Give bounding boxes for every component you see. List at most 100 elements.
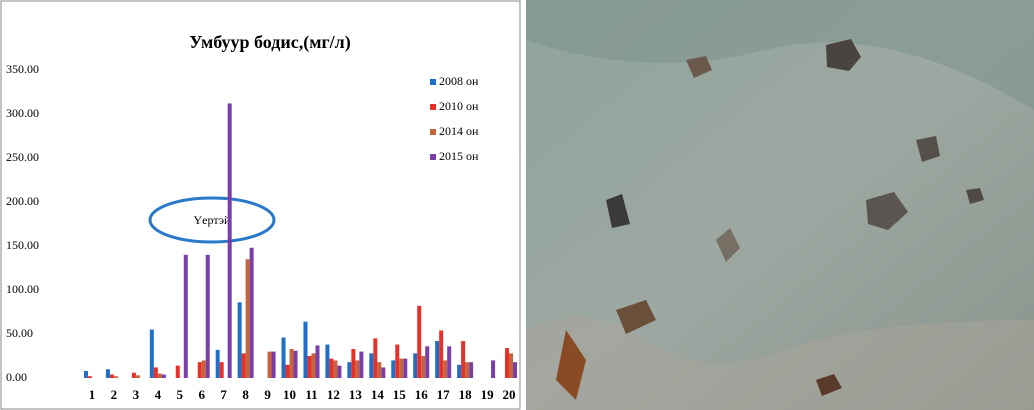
y-tick-label: 250.00 [6, 150, 39, 164]
bar [220, 362, 224, 378]
bar [373, 338, 377, 378]
bar [158, 374, 162, 378]
chart-title: Умбуур бодис,(мг/л) [189, 32, 351, 53]
bar [395, 345, 399, 378]
bar [154, 367, 158, 378]
bar [136, 375, 140, 378]
legend-label: 2010 он [439, 99, 479, 113]
chart: Умбуур бодис,(мг/л) Үертэй 0.0050.00100.… [0, 0, 522, 410]
legend-label: 2008 он [439, 74, 479, 88]
x-tick-label: 1 [89, 387, 96, 402]
page: Умбуур бодис,(мг/л) Үертэй 0.0050.00100.… [0, 0, 1034, 410]
bar [465, 362, 469, 378]
bar [184, 255, 188, 378]
x-tick-label: 16 [415, 387, 429, 402]
bar [333, 360, 337, 378]
bar [106, 369, 110, 378]
bar [377, 362, 381, 378]
legend-label: 2014 он [439, 124, 479, 138]
legend-swatch [430, 104, 436, 110]
bar [337, 366, 341, 378]
y-tick-label: 300.00 [6, 106, 39, 120]
legend-swatch [430, 79, 436, 85]
bar [325, 345, 329, 378]
x-tick-label: 7 [220, 387, 227, 402]
bar [369, 353, 373, 378]
bar [242, 353, 246, 378]
bar [505, 348, 509, 378]
bar [513, 362, 517, 378]
bar [150, 330, 154, 378]
bar [206, 255, 210, 378]
bar [198, 362, 202, 378]
y-tick-label: 100.00 [6, 282, 39, 296]
x-tick-label: 6 [198, 387, 205, 402]
x-tick-label: 5 [177, 387, 184, 402]
bar [443, 360, 447, 378]
bar [238, 302, 242, 378]
legend-swatch [430, 129, 436, 135]
bar [435, 341, 439, 378]
bar [132, 373, 136, 378]
x-tick-label: 4 [155, 387, 162, 402]
bar [399, 359, 403, 378]
bar [84, 371, 88, 378]
bar [294, 351, 298, 378]
y-tick-label: 350.00 [6, 62, 39, 76]
bar [417, 306, 421, 378]
bar [469, 362, 473, 378]
x-tick-label: 14 [371, 387, 385, 402]
x-tick-label: 10 [283, 387, 296, 402]
x-tick-label: 20 [503, 387, 516, 402]
bar [329, 359, 333, 378]
bar [311, 353, 315, 378]
bar [176, 366, 180, 378]
x-tick-label: 2 [111, 387, 118, 402]
y-tick-label: 0.00 [6, 370, 27, 384]
bar [355, 360, 359, 378]
bar [216, 350, 220, 378]
bar [303, 322, 307, 378]
bar [439, 330, 443, 378]
bar [403, 359, 407, 378]
bar [461, 341, 465, 378]
bar [228, 103, 232, 378]
bar [315, 345, 319, 378]
bar [381, 367, 385, 378]
x-tick-label: 11 [305, 387, 317, 402]
x-tick-label: 8 [242, 387, 249, 402]
bar [282, 338, 286, 378]
bar [457, 365, 461, 378]
bar [307, 356, 311, 378]
bar [447, 346, 451, 378]
x-tick-label: 15 [393, 387, 407, 402]
bar [246, 259, 250, 378]
bar [351, 349, 355, 378]
bar [250, 248, 254, 378]
bar [162, 374, 166, 378]
x-tick-label: 17 [437, 387, 451, 402]
bar [268, 352, 272, 378]
y-tick-label: 200.00 [6, 194, 39, 208]
bar [421, 356, 425, 378]
legend-swatch [430, 154, 436, 160]
x-tick-label: 13 [349, 387, 363, 402]
bar [290, 349, 294, 378]
bar [391, 360, 395, 378]
bar [272, 352, 276, 378]
annotation: Үертэй [194, 213, 232, 227]
photo [526, 0, 1034, 410]
bar [425, 346, 429, 378]
bar [491, 360, 495, 378]
x-tick-label: 19 [481, 387, 495, 402]
bar [286, 365, 290, 378]
x-tick-label: 18 [459, 387, 473, 402]
bar [359, 352, 363, 378]
bar [202, 360, 206, 378]
legend-label: 2015 он [439, 149, 479, 163]
x-tick-label: 9 [264, 387, 271, 402]
y-tick-label: 150.00 [6, 238, 39, 252]
x-tick-label: 3 [133, 387, 140, 402]
x-tick-label: 12 [327, 387, 340, 402]
bar [110, 374, 114, 378]
